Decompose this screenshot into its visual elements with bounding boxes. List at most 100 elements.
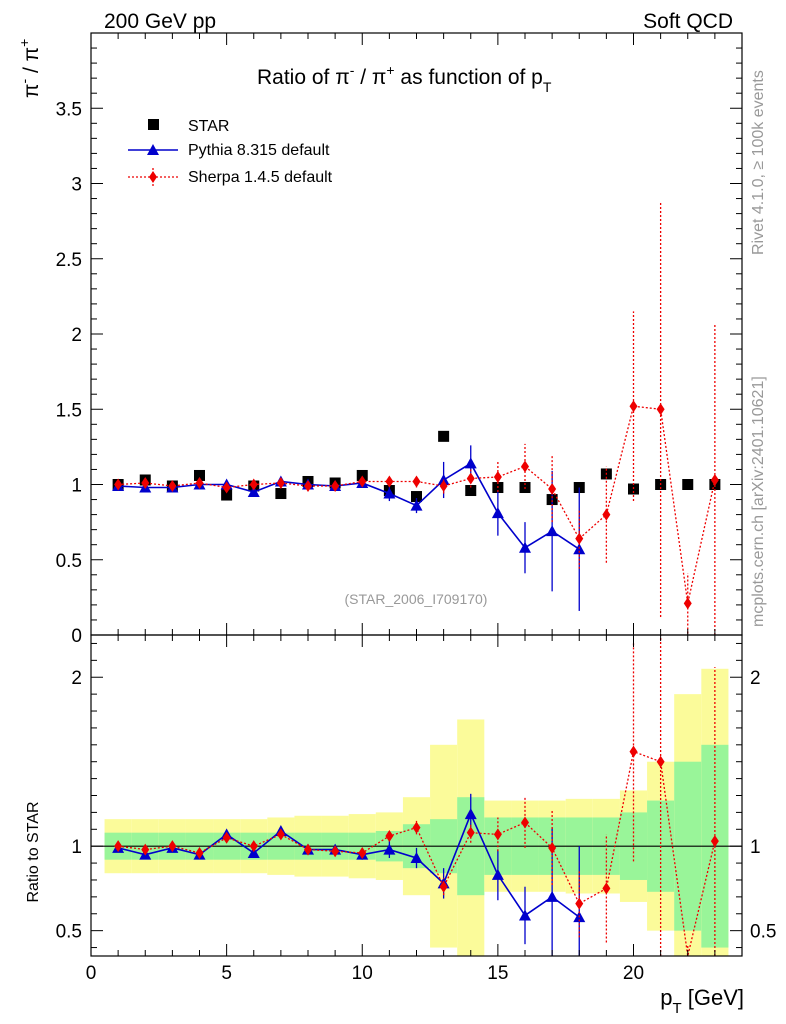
rivet-label: Rivet 4.1.0, ≥ 100k events	[750, 70, 767, 255]
chart-title: Ratio of π- / π+ as function of pT	[257, 62, 552, 95]
sherpa-point	[683, 597, 692, 610]
sherpa-point	[304, 480, 312, 493]
ylabel-minus: -	[16, 79, 32, 84]
star-point	[356, 469, 368, 481]
sherpa-point	[439, 480, 448, 493]
sherpa-point	[493, 470, 502, 483]
sherpa-point	[629, 400, 638, 413]
pythia-point	[437, 473, 450, 485]
sherpa-point	[710, 473, 719, 486]
sherpa-ratio-point	[222, 831, 231, 844]
mcplots-label: mcplots.cern.ch [arXiv:2401.10621]	[750, 376, 767, 627]
title-minus: -	[350, 62, 355, 78]
legend-sherpa-marker	[149, 171, 157, 183]
ylabel-pi2: π	[20, 47, 43, 62]
y-tick-label-main: 2.5	[56, 250, 82, 271]
sherpa-ratio-point	[114, 840, 123, 853]
sherpa-line	[118, 405, 716, 604]
title-pi2: π	[372, 66, 387, 89]
legend-pythia-marker	[147, 144, 159, 155]
y-tick-label-main: 1	[71, 476, 82, 497]
sherpa-point	[385, 475, 394, 488]
y-tick-label-ratio: 2	[71, 668, 82, 689]
pythia-ratio-line	[117, 812, 580, 918]
sherpa-ratio-point	[602, 882, 611, 895]
y-tick-label-ratio: 0.5	[56, 922, 82, 943]
sherpa-ratio-point	[385, 830, 394, 843]
y-tick-label-ratio-right: 2	[750, 668, 761, 689]
sherpa-ratio-point	[358, 846, 367, 859]
sherpa-ratio-point	[195, 846, 204, 859]
pythia-ratio-point	[491, 868, 504, 880]
sherpa-ratio-point	[548, 841, 557, 854]
legend-star-label: STAR	[188, 118, 229, 135]
pythia-point	[464, 457, 477, 469]
sherpa-point	[575, 532, 584, 545]
header-right: Soft QCD	[643, 10, 733, 33]
pythia-ratio-point	[410, 852, 423, 864]
sherpa-ratio-point	[249, 840, 258, 853]
title-slash: /	[354, 66, 372, 89]
sherpa-ratio-point	[466, 826, 475, 839]
pythia-point	[519, 541, 531, 553]
pythia-ratio-point	[546, 890, 559, 902]
title-pi: π	[335, 66, 350, 89]
y-axis-label-ratio: Ratio to STAR	[25, 801, 42, 902]
sherpa-ratio-point	[575, 897, 584, 910]
title-sub: T	[543, 79, 552, 95]
sherpa-ratio-point	[710, 835, 719, 848]
pythia-line	[118, 462, 580, 550]
ylabel-plus: +	[16, 39, 32, 47]
sherpa-ratio-point	[493, 828, 502, 841]
sherpa-point	[412, 475, 421, 488]
sherpa-point	[195, 476, 204, 489]
pythia-point	[410, 499, 423, 511]
sherpa-ratio-point	[521, 816, 529, 829]
y-tick-label-main: 3.5	[56, 99, 82, 120]
sherpa-point	[249, 478, 258, 491]
y-tick-label-main: 1.5	[56, 400, 82, 421]
y-tick-label-main: 2	[71, 325, 82, 346]
pythia-point	[383, 487, 396, 499]
sherpa-point	[656, 403, 665, 416]
sherpa-ratio-point	[304, 843, 312, 856]
x-tick-label: 5	[221, 963, 232, 984]
legend-sherpa-label: Sherpa 1.4.5 default	[188, 169, 333, 186]
pythia-ratio-point	[464, 808, 477, 820]
sherpa-point	[276, 476, 285, 489]
y-tick-label-main: 0.5	[56, 551, 82, 572]
y-tick-label-ratio-right: 1	[750, 837, 761, 858]
star-point	[465, 485, 477, 497]
y-tick-label-main: 0	[71, 626, 82, 647]
x-tick-label: 20	[623, 963, 644, 984]
pythia-point	[546, 525, 559, 537]
xlabel-unit: [GeV]	[682, 985, 744, 1010]
sherpa-ratio-point	[276, 828, 285, 841]
x-tick-label: 15	[487, 963, 508, 984]
sherpa-point	[466, 472, 475, 485]
title-post: as function of p	[395, 66, 543, 89]
x-axis-label: pT [GeV]	[660, 985, 744, 1017]
sherpa-point	[114, 478, 123, 491]
sherpa-ratio-point	[656, 755, 665, 768]
legend-star-marker	[148, 119, 159, 130]
x-tick-label: 10	[352, 963, 373, 984]
sherpa-point	[602, 508, 611, 521]
ylabel-pi: π	[20, 84, 43, 99]
sherpa-ratio-point	[439, 880, 448, 893]
star-point	[411, 491, 422, 503]
sherpa-ratio-point	[168, 840, 177, 853]
sherpa-ratio-point	[331, 845, 340, 858]
sherpa-point	[168, 480, 177, 493]
sherpa-point	[222, 481, 231, 494]
pythia-point	[247, 486, 260, 498]
star-point	[275, 488, 287, 500]
y-tick-label-ratio-right: 0.5	[750, 922, 776, 943]
legend: STAR Pythia 8.315 default Sherpa 1.4.5 d…	[128, 118, 333, 186]
pythia-ratio-point	[247, 846, 260, 858]
xlabel-p: p	[660, 985, 672, 1010]
sherpa-ratio-point	[141, 843, 150, 856]
sherpa-point	[548, 483, 557, 496]
ylabel-slash: /	[20, 61, 43, 79]
